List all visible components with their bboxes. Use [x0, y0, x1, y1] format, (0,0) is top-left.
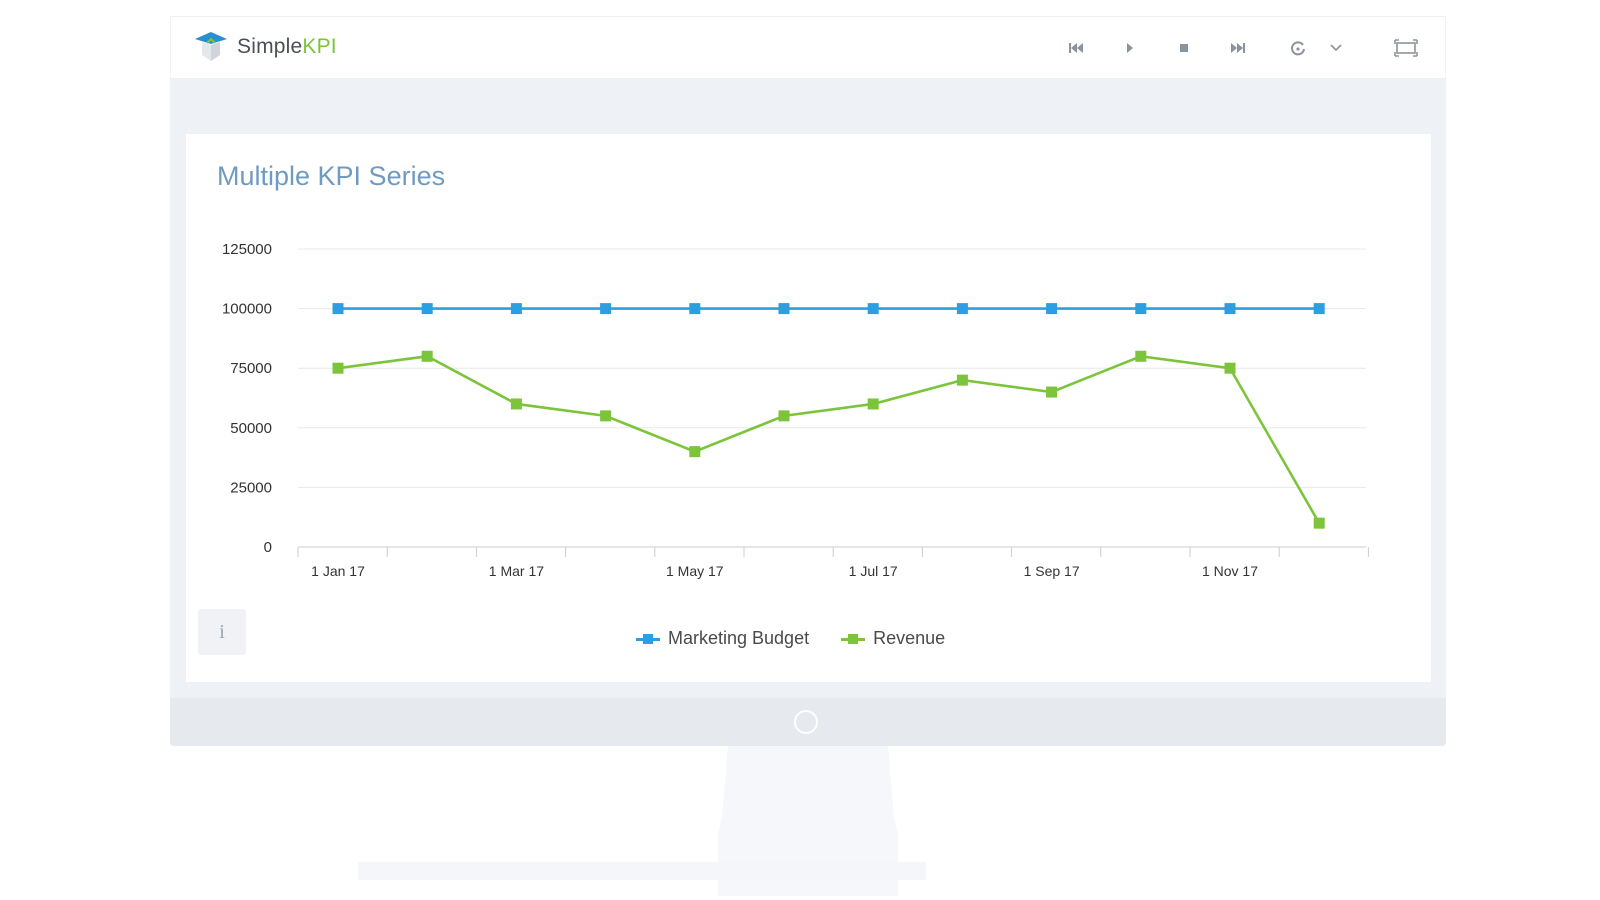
fullscreen-icon	[1394, 39, 1418, 57]
data-point-revenue	[510, 398, 522, 410]
chart-card: Multiple KPI Series 0 25000 50000 75000 1000…	[186, 134, 1431, 682]
data-point-marketing-budget	[1224, 303, 1236, 315]
legend-swatch-revenue	[841, 632, 866, 646]
app-logo[interactable]: SimpleKPI	[193, 29, 337, 65]
monitor-stand	[718, 746, 898, 896]
power-button-icon	[794, 710, 818, 734]
y-tick-label: 0	[264, 539, 272, 556]
data-point-marketing-budget	[956, 303, 968, 315]
app-name-main: Simple	[237, 35, 303, 58]
x-tick-label: 1 Sep 17	[1024, 563, 1080, 579]
x-tick-label: 1 Jan 17	[311, 563, 365, 579]
data-point-marketing-budget	[778, 303, 790, 315]
data-point-revenue	[600, 410, 612, 422]
skip-back-button[interactable]	[1059, 35, 1093, 61]
data-point-revenue	[1046, 386, 1058, 398]
data-point-marketing-budget	[421, 303, 433, 315]
app-name-accent: KPI	[302, 35, 337, 58]
legend-swatch-marketing-budget	[636, 632, 660, 646]
skip-forward-button[interactable]	[1221, 35, 1255, 61]
stop-icon	[1180, 44, 1188, 52]
x-tick-label: 1 Jul 17	[849, 563, 898, 579]
chart-legend: Marketing Budget Revenue	[636, 628, 945, 649]
data-point-marketing-budget	[332, 303, 344, 315]
chart-title: Multiple KPI Series	[217, 161, 446, 191]
info-button[interactable]: i	[198, 609, 246, 655]
monitor-stand-base	[358, 862, 926, 880]
legend-label-revenue: Revenue	[873, 628, 946, 648]
y-tick-label: 125000	[222, 241, 272, 258]
chevron-down-icon	[1330, 44, 1342, 52]
play-icon	[1127, 43, 1133, 53]
data-point-revenue	[689, 446, 701, 458]
data-point-revenue	[1313, 517, 1325, 529]
x-tick-label: 1 Mar 17	[489, 563, 544, 579]
legend-label-marketing-budget: Marketing Budget	[668, 628, 810, 648]
x-tick-label: 1 May 17	[666, 563, 724, 579]
app-name: SimpleKPI	[237, 35, 337, 59]
play-button[interactable]	[1113, 35, 1147, 61]
data-point-marketing-budget	[1046, 303, 1058, 315]
data-point-marketing-budget	[510, 303, 522, 315]
data-point-marketing-budget	[1313, 303, 1325, 315]
refresh-icon	[1291, 41, 1305, 56]
data-point-revenue	[778, 410, 790, 422]
fullscreen-button[interactable]	[1389, 35, 1423, 61]
refresh-options-dropdown[interactable]	[1319, 35, 1353, 61]
y-tick-label: 100000	[222, 301, 272, 318]
stop-button[interactable]	[1167, 35, 1201, 61]
data-point-revenue	[332, 362, 344, 374]
y-tick-label: 25000	[230, 479, 272, 496]
data-point-marketing-budget	[1135, 303, 1147, 315]
monitor: SimpleKPI	[170, 16, 1446, 896]
data-point-marketing-budget	[689, 303, 701, 315]
app-screen: SimpleKPI	[170, 16, 1446, 716]
skip-forward-icon	[1231, 43, 1245, 53]
x-tick-label: 1 Nov 17	[1202, 563, 1258, 579]
top-bar: SimpleKPI	[171, 17, 1445, 79]
skip-back-icon	[1069, 43, 1083, 53]
y-tick-label: 50000	[230, 420, 272, 437]
data-point-revenue	[1224, 362, 1236, 374]
data-point-revenue	[956, 374, 968, 386]
line-chart: 0 25000 50000 75000 100000 125000 1 Jan 17 1 Ma…	[222, 241, 1369, 579]
legend-item-marketing-budget[interactable]: Marketing Budget	[636, 628, 809, 649]
series-line-revenue	[337, 354, 1321, 524]
data-point-marketing-budget	[867, 303, 879, 315]
refresh-button[interactable]	[1281, 35, 1315, 61]
data-point-revenue	[1135, 350, 1147, 362]
data-point-revenue	[867, 398, 879, 410]
logo-icon	[195, 32, 227, 61]
data-point-marketing-budget	[600, 303, 612, 315]
data-point-revenue	[421, 350, 433, 362]
y-tick-label: 75000	[230, 360, 272, 377]
legend-item-revenue[interactable]: Revenue	[841, 628, 945, 649]
playback-controls	[1039, 35, 1423, 61]
